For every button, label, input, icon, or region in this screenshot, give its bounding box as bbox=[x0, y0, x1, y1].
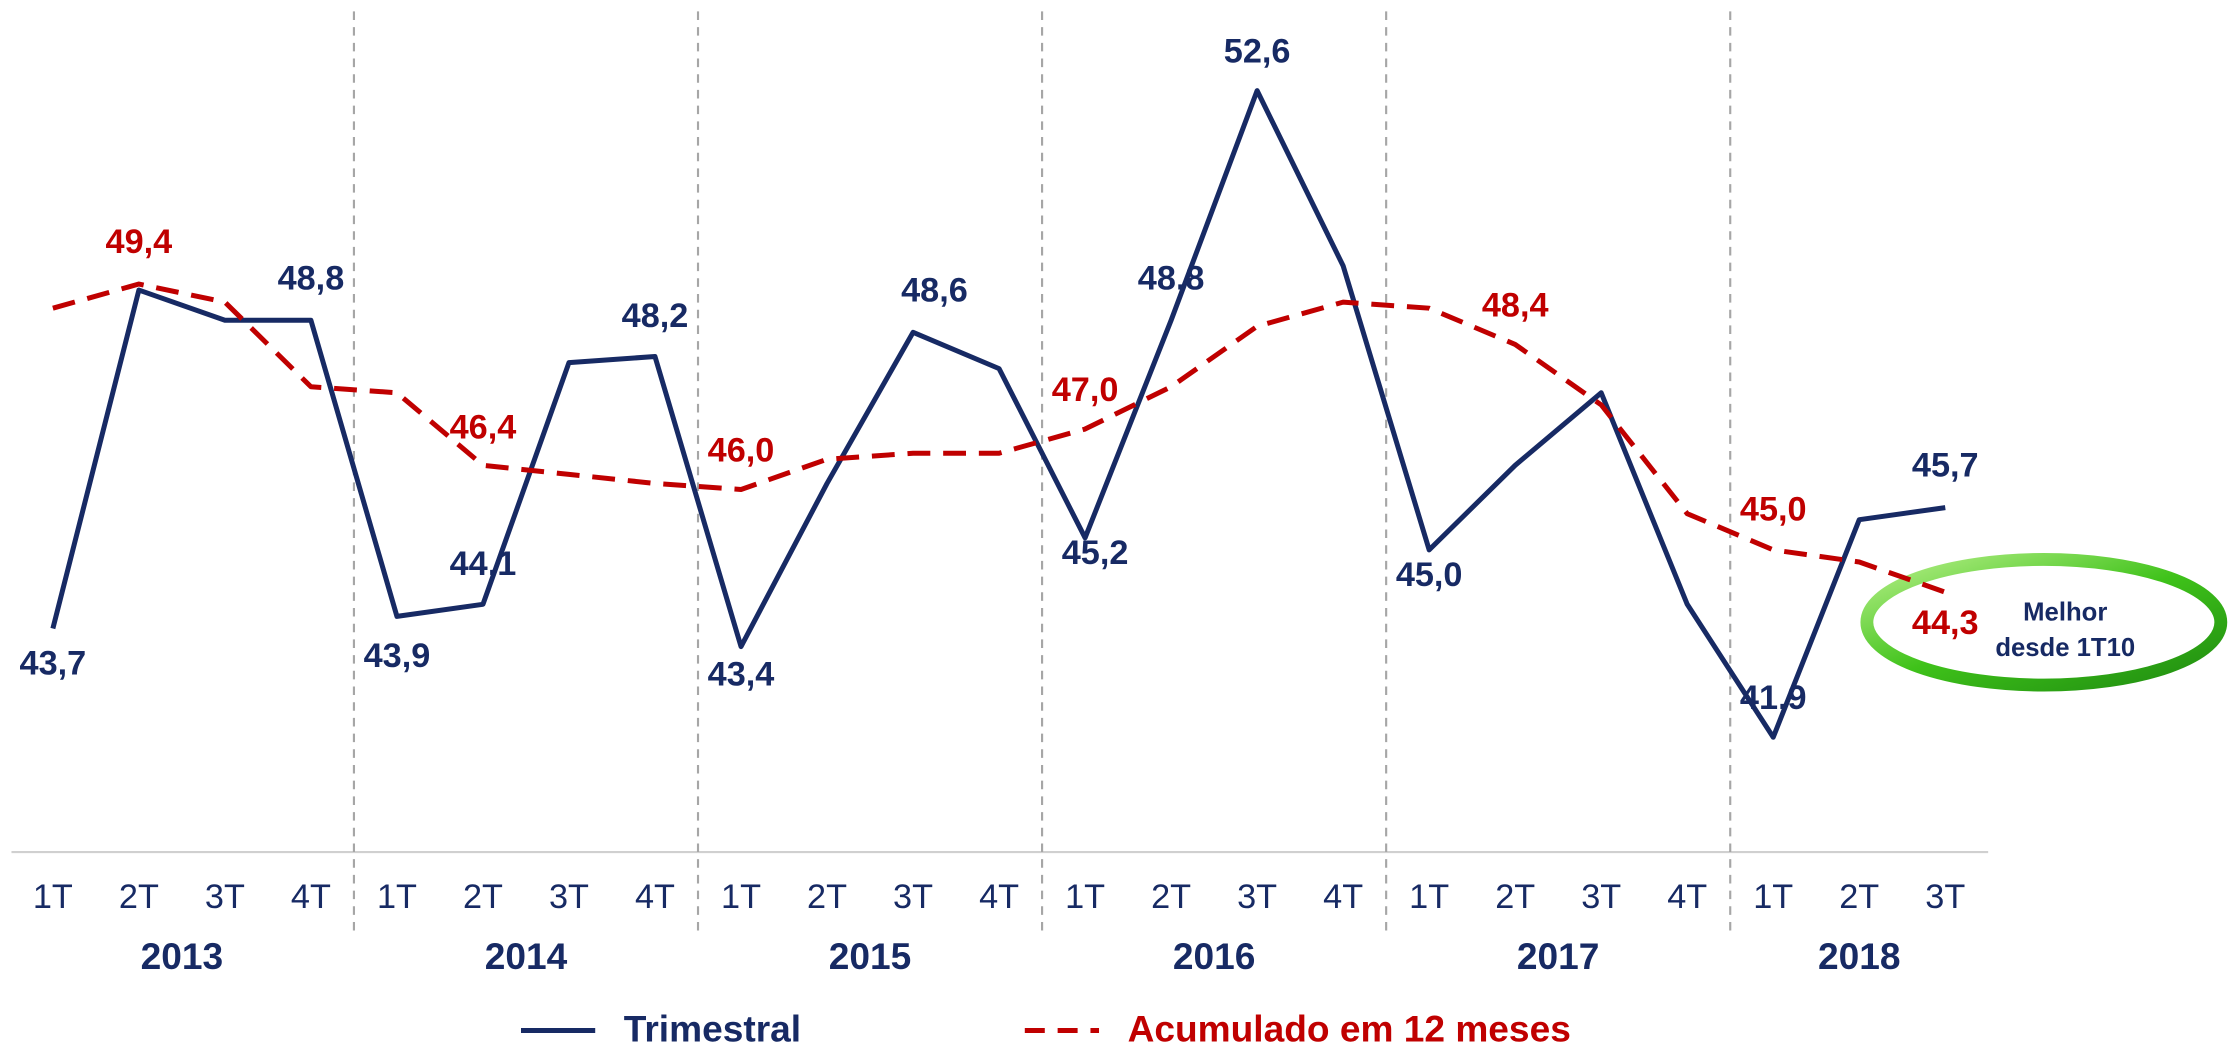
data-label: 43,9 bbox=[364, 637, 431, 675]
data-label: 41,9 bbox=[1740, 679, 1807, 717]
year-label: 2017 bbox=[1517, 935, 1600, 977]
x-tick-label: 4T bbox=[1667, 878, 1707, 916]
legend-label: Acumulado em 12 meses bbox=[1128, 1008, 1571, 1050]
x-tick-label: 2T bbox=[1495, 878, 1535, 916]
data-label: 46,4 bbox=[450, 409, 517, 447]
year-label: 2013 bbox=[141, 935, 224, 977]
data-label: 45,0 bbox=[1396, 556, 1463, 594]
x-tick-label: 3T bbox=[893, 878, 933, 916]
data-label: 46,0 bbox=[708, 431, 775, 469]
year-label: 2018 bbox=[1818, 935, 1901, 977]
year-label: 2016 bbox=[1173, 935, 1256, 977]
data-label: 45,2 bbox=[1062, 534, 1129, 572]
x-tick-label: 1T bbox=[1065, 878, 1105, 916]
x-tick-label: 1T bbox=[1753, 878, 1793, 916]
data-label: 49,4 bbox=[106, 223, 173, 261]
data-label: 43,4 bbox=[708, 656, 775, 694]
legend-label: Trimestral bbox=[624, 1008, 801, 1050]
data-label: 48,8 bbox=[1138, 259, 1205, 297]
data-label: 44,3 bbox=[1912, 604, 1979, 642]
x-tick-label: 2T bbox=[119, 878, 159, 916]
x-tick-label: 2T bbox=[1839, 878, 1879, 916]
x-tick-label: 2T bbox=[807, 878, 847, 916]
x-tick-label: 3T bbox=[1581, 878, 1621, 916]
x-tick-label: 4T bbox=[635, 878, 675, 916]
series-line bbox=[52, 281, 1947, 595]
x-tick-label: 3T bbox=[549, 878, 589, 916]
x-tick-label: 3T bbox=[1925, 878, 1965, 916]
year-label: 2014 bbox=[485, 935, 568, 977]
data-label: 47,0 bbox=[1052, 371, 1119, 409]
data-label: 48,6 bbox=[901, 271, 968, 309]
x-tick-label: 4T bbox=[291, 878, 331, 916]
highlight-ellipse bbox=[1860, 553, 2228, 692]
x-tick-label: 1T bbox=[1409, 878, 1449, 916]
series-line bbox=[50, 88, 1946, 740]
data-label: 45,7 bbox=[1912, 447, 1979, 485]
x-tick-label: 4T bbox=[1323, 878, 1363, 916]
x-tick-label: 4T bbox=[979, 878, 1019, 916]
data-label: 48,8 bbox=[278, 259, 345, 297]
x-tick-label: 2T bbox=[1151, 878, 1191, 916]
data-label: 44,1 bbox=[450, 545, 517, 583]
x-tick-label: 2T bbox=[463, 878, 503, 916]
data-label: 52,6 bbox=[1224, 33, 1291, 71]
x-tick-label: 1T bbox=[33, 878, 73, 916]
annotation: Melhor bbox=[2023, 598, 2107, 626]
data-label: 43,7 bbox=[20, 645, 87, 683]
annotation: desde 1T10 bbox=[1995, 634, 2135, 662]
data-label: 45,0 bbox=[1740, 490, 1807, 528]
x-tick-label: 3T bbox=[205, 878, 245, 916]
year-label: 2015 bbox=[829, 935, 912, 977]
x-tick-label: 1T bbox=[721, 878, 761, 916]
data-label: 48,4 bbox=[1482, 286, 1549, 324]
data-label: 48,2 bbox=[622, 297, 689, 335]
x-tick-label: 1T bbox=[377, 878, 417, 916]
x-tick-label: 3T bbox=[1237, 878, 1277, 916]
